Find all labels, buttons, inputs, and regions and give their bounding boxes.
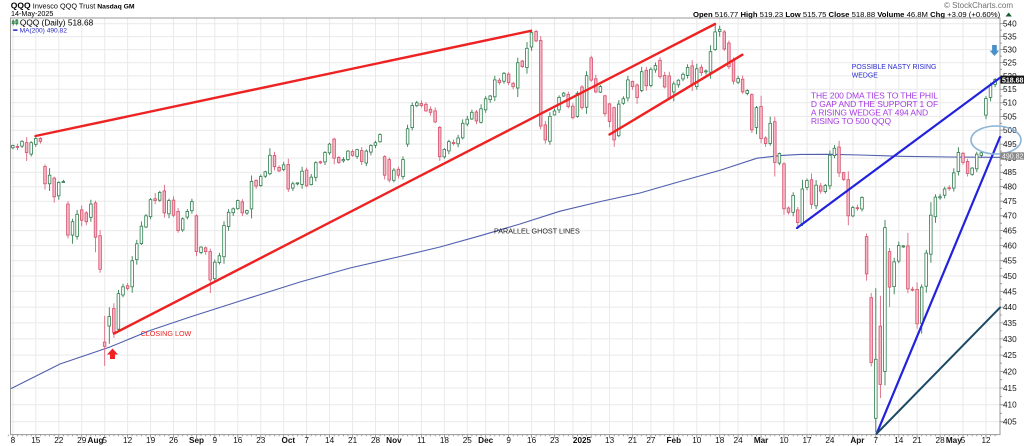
svg-text:18: 18 [440,436,450,445]
svg-text:535: 535 [1003,33,1017,42]
svg-text:17: 17 [802,436,812,445]
svg-text:5: 5 [102,436,107,445]
svg-text:23: 23 [256,436,266,445]
svg-text:7: 7 [304,436,309,445]
svg-text:510: 510 [1003,99,1017,108]
svg-text:15: 15 [31,436,41,445]
svg-text:19: 19 [146,436,156,445]
svg-text:THE 200 DMA TIES TO THE PHIL: THE 200 DMA TIES TO THE PHIL [811,91,938,101]
svg-text:May: May [946,436,962,445]
svg-text:Apr: Apr [850,436,865,445]
svg-text:495: 495 [1003,140,1017,149]
svg-text:Mar: Mar [754,436,769,445]
svg-text:9: 9 [213,436,218,445]
svg-text:Feb: Feb [667,436,682,445]
svg-text:Invesco QQQ Trust: Invesco QQQ Trust [33,1,95,10]
svg-text:D GAP AND THE SUPPORT 1 OF: D GAP AND THE SUPPORT 1 OF [811,99,938,109]
svg-text:485: 485 [1003,168,1017,177]
svg-text:12: 12 [123,436,133,445]
svg-text:420: 420 [1003,367,1017,376]
svg-text:PARALLEL GHOST LINES: PARALLEL GHOST LINES [494,227,580,236]
svg-text:© StockCharts.com: © StockCharts.com [944,1,1013,10]
svg-text:410: 410 [1003,401,1017,410]
svg-text:MA(200) 490.82: MA(200) 490.82 [20,27,68,34]
svg-text:505: 505 [1003,112,1017,121]
svg-text:530: 530 [1003,46,1017,55]
svg-text:RISING TO 500 QQQ: RISING TO 500 QQQ [811,116,892,126]
svg-text:A RISING WEDGE AT 494 AND: A RISING WEDGE AT 494 AND [811,108,928,118]
svg-text:24: 24 [825,436,835,445]
svg-text:480: 480 [1003,183,1017,192]
svg-text:465: 465 [1003,227,1017,236]
svg-text:475: 475 [1003,197,1017,206]
svg-text:14: 14 [894,436,904,445]
svg-text:405: 405 [1003,418,1017,427]
svg-text:QQQ: QQQ [11,0,31,10]
svg-text:490.82: 490.82 [1002,154,1024,161]
svg-text:460: 460 [1003,242,1017,251]
svg-text:515: 515 [1003,85,1017,94]
svg-text:500: 500 [1003,126,1017,135]
svg-text:POSSIBLE NASTY RISING: POSSIBLE NASTY RISING [852,64,937,71]
svg-text:18: 18 [715,436,725,445]
svg-text:540: 540 [1003,20,1017,29]
svg-text:12: 12 [981,436,991,445]
svg-text:Nasdaq GM: Nasdaq GM [97,3,135,10]
svg-text:27: 27 [646,436,656,445]
svg-text:Sep: Sep [189,436,204,445]
svg-text:16: 16 [527,436,537,445]
svg-text:8: 8 [11,436,16,445]
svg-text:WEDGE: WEDGE [852,73,878,80]
svg-text:435: 435 [1003,319,1017,328]
svg-text:5: 5 [961,436,966,445]
svg-text:445: 445 [1003,287,1017,296]
svg-text:QQQ (Daily) 518.68: QQQ (Daily) 518.68 [20,17,94,27]
svg-text:21: 21 [348,436,358,445]
svg-text:11: 11 [417,436,426,445]
svg-text:10: 10 [692,436,702,445]
svg-text:525: 525 [1003,59,1017,68]
svg-text:430: 430 [1003,335,1017,344]
svg-text:Open 516.77 High 519.23 Low 51: Open 516.77 High 519.23 Low 515.75 Close… [693,10,1001,19]
svg-text:Aug: Aug [88,436,104,445]
svg-text:415: 415 [1003,384,1017,393]
svg-text:28: 28 [936,436,946,445]
svg-text:26: 26 [169,436,179,445]
svg-text:10: 10 [779,436,789,445]
svg-text:518.68: 518.68 [1002,77,1024,84]
svg-text:7: 7 [874,436,879,445]
svg-text:13: 13 [605,436,615,445]
svg-text:22: 22 [54,436,64,445]
svg-text:Oct: Oct [281,436,295,445]
svg-text:9: 9 [506,436,511,445]
svg-text:CLOSING LOW: CLOSING LOW [141,329,192,338]
svg-text:470: 470 [1003,212,1017,221]
svg-text:455: 455 [1003,257,1017,266]
svg-text:21: 21 [628,436,638,445]
svg-text:16: 16 [233,436,243,445]
svg-text:25: 25 [463,436,473,445]
svg-text:Dec: Dec [478,436,493,445]
svg-text:425: 425 [1003,351,1017,360]
svg-text:24: 24 [734,436,744,445]
svg-text:28: 28 [371,436,381,445]
svg-text:14: 14 [325,436,335,445]
svg-text:2025: 2025 [573,436,592,445]
svg-text:23: 23 [550,436,560,445]
svg-text:14-May-2025: 14-May-2025 [11,9,53,18]
svg-text:450: 450 [1003,272,1017,281]
svg-text:Nov: Nov [386,436,402,445]
svg-text:29: 29 [77,436,87,445]
svg-text:21: 21 [913,436,923,445]
svg-text:440: 440 [1003,303,1017,312]
